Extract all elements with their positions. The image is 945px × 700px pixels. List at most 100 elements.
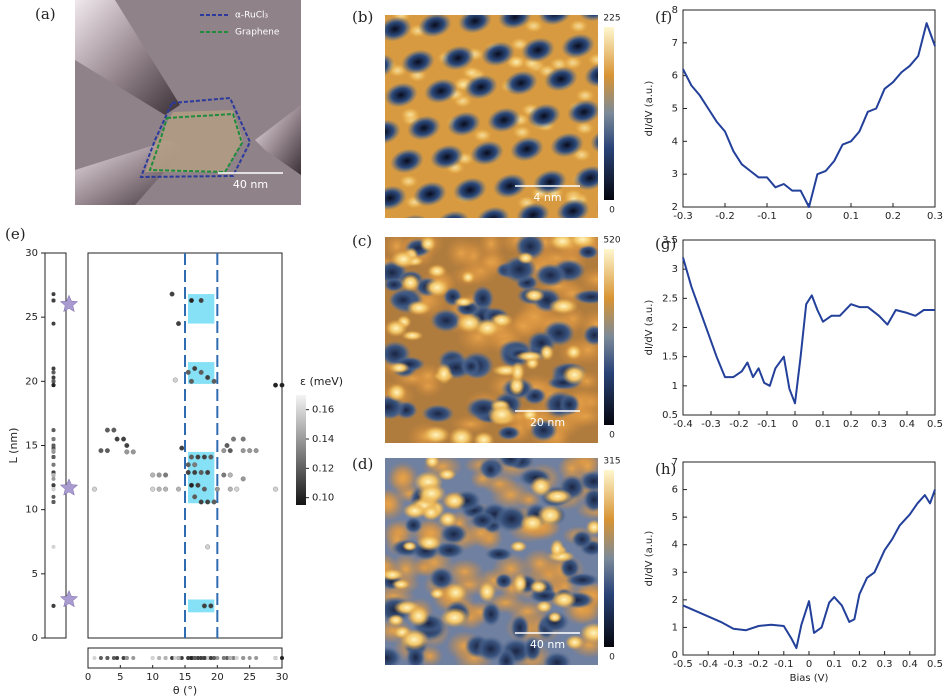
blob [392, 0, 431, 8]
blob [417, 534, 442, 551]
blob [444, 583, 468, 603]
panel-label: (c) [352, 232, 372, 250]
blob [580, 622, 608, 643]
point [186, 370, 191, 375]
side-point [52, 428, 56, 432]
blob [400, 629, 429, 651]
point [209, 455, 214, 460]
point [92, 487, 97, 492]
panel-label: (h) [655, 460, 676, 478]
blob [487, 404, 516, 425]
bottom-point [99, 656, 103, 660]
blob [341, 83, 380, 115]
blob [421, 504, 441, 521]
bottom-point [274, 656, 278, 660]
colorbar-label: 0 [609, 653, 615, 663]
point [222, 473, 227, 478]
blob [389, 362, 410, 374]
blob [347, 149, 386, 181]
blob [552, 591, 577, 609]
side-point [52, 322, 56, 326]
blob [497, 426, 521, 440]
point [212, 500, 217, 505]
y-tick-label: 3 [672, 567, 678, 578]
side-point [52, 292, 56, 296]
blob [512, 573, 527, 594]
y-tick-label: 5 [672, 104, 678, 115]
blob [530, 476, 552, 496]
x-tick-label: 0.1 [826, 659, 842, 670]
y-axis-label: dI/dV (a.u.) [644, 300, 655, 356]
x-tick-label: -0.2 [749, 659, 769, 670]
y-tick-label: 2.5 [662, 293, 678, 304]
stm-image [369, 227, 615, 455]
side-point [52, 455, 56, 459]
point [241, 477, 246, 482]
y-tick-label: 3 [672, 169, 678, 180]
point [241, 437, 246, 442]
point [163, 487, 168, 492]
blob [565, 345, 582, 360]
panel-label: (d) [352, 455, 373, 473]
x-tick-label: 0.2 [851, 659, 867, 670]
blob [404, 517, 422, 534]
blob [633, 187, 672, 219]
x-tick-label: -0.1 [757, 211, 777, 222]
point [280, 383, 285, 388]
colorbar-label: 225 [603, 14, 620, 24]
side-point [52, 375, 56, 379]
y-axis-label: L (nm) [7, 428, 20, 464]
line [683, 23, 935, 207]
point [205, 470, 210, 475]
side-point [52, 500, 56, 504]
point [199, 298, 204, 303]
blob [543, 651, 572, 673]
side-point [52, 477, 56, 481]
blob [462, 357, 481, 375]
point [131, 450, 136, 455]
bottom-point [125, 656, 129, 660]
blob [536, 600, 553, 613]
blob [520, 514, 545, 533]
blob [566, 573, 600, 587]
x-tick-label: 25 [243, 672, 256, 683]
y-tick-label: 5 [672, 512, 678, 523]
point [228, 473, 233, 478]
blob [534, 263, 567, 287]
point [228, 448, 233, 453]
point [99, 448, 104, 453]
panel-label: (e) [5, 225, 26, 243]
y-tick-label: 6 [672, 485, 678, 496]
point [234, 487, 239, 492]
legend-label: Graphene [235, 28, 280, 38]
blob [481, 601, 501, 626]
point [202, 604, 207, 609]
point [192, 366, 197, 371]
blob [402, 541, 417, 551]
blob [421, 426, 450, 445]
side-point [52, 483, 56, 487]
blob [485, 547, 513, 561]
point [225, 443, 230, 448]
y-tick-label: 8 [672, 5, 678, 16]
y-tick-label: 2 [672, 202, 678, 213]
point [209, 604, 214, 609]
side-point [52, 298, 56, 302]
stm-image [369, 448, 617, 674]
highlight-band [188, 452, 214, 503]
x-tick-label: 5 [117, 672, 123, 683]
y-tick-label: 1 [672, 381, 678, 392]
panel-label: (a) [35, 5, 56, 23]
side-point [52, 495, 56, 499]
blob [440, 524, 468, 545]
bottom-point [157, 656, 161, 660]
blob [312, 0, 351, 16]
y-tick-label: 1 [672, 622, 678, 633]
x-tick-label: 0.2 [843, 419, 859, 430]
blob [583, 325, 606, 346]
blob [469, 511, 496, 529]
blob [432, 0, 471, 4]
point [222, 448, 227, 453]
blob [476, 636, 505, 662]
x-tick-label: -0.2 [715, 211, 735, 222]
